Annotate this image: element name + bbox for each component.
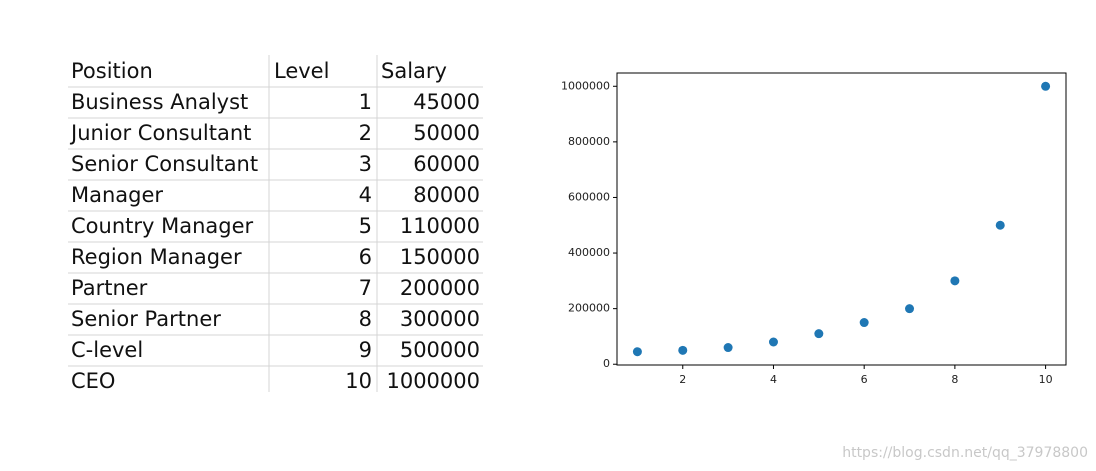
x-tick-label: 10	[1039, 373, 1053, 386]
header-cell: Level	[274, 59, 329, 83]
plot-frame	[616, 72, 1067, 366]
table-cell: 10	[345, 369, 372, 393]
table-cell: Manager	[71, 183, 163, 207]
table-cell: 80000	[413, 183, 480, 207]
x-tick-label: 6	[861, 373, 868, 386]
table-cell: 500000	[400, 338, 480, 362]
table-cell: 300000	[400, 307, 480, 331]
point	[905, 304, 915, 314]
table-cell: 6	[359, 245, 372, 269]
table-cell: Country Manager	[71, 214, 254, 238]
table-cell: 50000	[413, 121, 480, 145]
y-tick-label: 400000	[568, 246, 610, 259]
y-tick-label: 800000	[568, 135, 610, 148]
table-cell: 200000	[400, 276, 480, 300]
table-cell: CEO	[71, 369, 115, 393]
point	[995, 220, 1005, 230]
point	[814, 329, 824, 339]
table-cell: 45000	[413, 90, 480, 114]
table-cell: Partner	[71, 276, 148, 300]
point	[768, 337, 778, 347]
table-cell: Region Manager	[71, 245, 242, 269]
x-tick-label: 8	[951, 373, 958, 386]
header-cell: Position	[71, 59, 153, 83]
table-cell: 110000	[400, 214, 480, 238]
table-cell: 150000	[400, 245, 480, 269]
table-cell: Business Analyst	[71, 90, 248, 114]
y-tick-label: 1000000	[561, 79, 610, 92]
table-cell: 1000000	[386, 369, 480, 393]
table-cell: 7	[359, 276, 372, 300]
table-cell: 2	[359, 121, 372, 145]
point	[632, 347, 642, 357]
y-tick-label: 0	[603, 357, 610, 370]
x-tick-label: 2	[679, 373, 686, 386]
table-cell: Senior Partner	[71, 307, 221, 331]
table-cell: 5	[359, 214, 372, 238]
table-cell: 8	[359, 307, 372, 331]
table-cell: Junior Consultant	[69, 121, 251, 145]
point	[1041, 81, 1051, 91]
point	[859, 318, 869, 328]
point	[723, 343, 733, 353]
watermark: https://blog.csdn.net/qq_37978800	[842, 445, 1088, 461]
x-tick-label: 4	[770, 373, 777, 386]
table-cell: 4	[359, 183, 372, 207]
table-cell: 1	[359, 90, 372, 114]
table-cell: 3	[359, 152, 372, 176]
table-cell: 9	[359, 338, 372, 362]
point	[950, 276, 960, 286]
table-cell: Senior Consultant	[71, 152, 258, 176]
table-cell: C-level	[71, 338, 143, 362]
y-tick-label: 600000	[568, 190, 610, 203]
table-cell: 60000	[413, 152, 480, 176]
point	[678, 345, 688, 355]
header-cell: Salary	[381, 59, 447, 83]
y-tick-label: 200000	[568, 302, 610, 315]
